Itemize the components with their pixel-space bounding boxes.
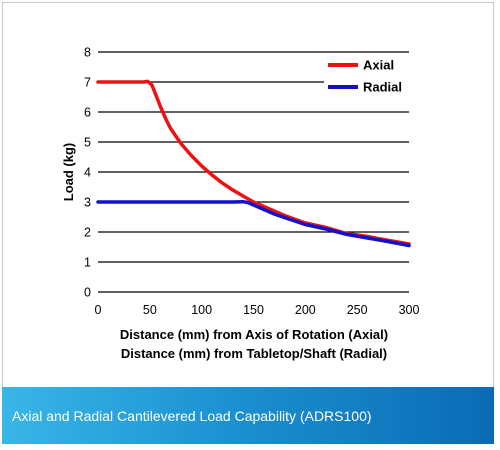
series-lines	[96, 79, 411, 248]
caption-bar: Axial and Radial Cantilevered Load Capab…	[2, 387, 494, 444]
chart-card	[2, 2, 494, 444]
x-tick-label: 0	[95, 303, 102, 317]
legend-box	[324, 55, 410, 98]
legend: Axial Radial	[324, 55, 410, 98]
x-tick-label: 50	[143, 303, 157, 317]
legend-label-axial: Axial	[363, 58, 394, 73]
y-tick-label: 7	[84, 76, 91, 90]
series-line-radial	[96, 199, 411, 248]
chart-caption: Axial and Radial Cantilevered Load Capab…	[12, 407, 372, 424]
grid-lines	[98, 51, 409, 293]
x-tick-label: 300	[399, 303, 420, 317]
x-tick-label: 200	[295, 303, 316, 317]
x-axis-label-line-2: Distance (mm) from Tabletop/Shaft (Radia…	[121, 346, 387, 361]
y-tick-label: 0	[84, 286, 91, 300]
x-tick-label: 150	[243, 303, 264, 317]
y-tick-label: 3	[84, 196, 91, 210]
x-tick-label: 250	[347, 303, 368, 317]
x-axis-label-line-1: Distance (mm) from Axis of Rotation (Axi…	[120, 327, 388, 342]
y-tick-label: 2	[84, 226, 91, 240]
y-tick-label: 5	[84, 136, 91, 150]
series-line-axial	[96, 79, 411, 246]
x-tick-labels: 0 50 100 150 200 250 300	[95, 303, 420, 317]
y-axis-label: Load (kg)	[61, 143, 76, 202]
y-tick-label: 6	[84, 106, 91, 120]
load-capability-chart: 0 1 2 3 4 5 6 7 8 0 50 100 150 200 250 300 Load (kg) D…	[61, 46, 420, 362]
y-tick-label: 8	[84, 46, 91, 60]
legend-label-radial: Radial	[363, 80, 402, 95]
x-tick-label: 100	[191, 303, 212, 317]
y-tick-labels: 0 1 2 3 4 5 6 7 8	[84, 46, 91, 300]
y-tick-label: 1	[84, 256, 91, 270]
y-tick-label: 4	[84, 166, 91, 180]
